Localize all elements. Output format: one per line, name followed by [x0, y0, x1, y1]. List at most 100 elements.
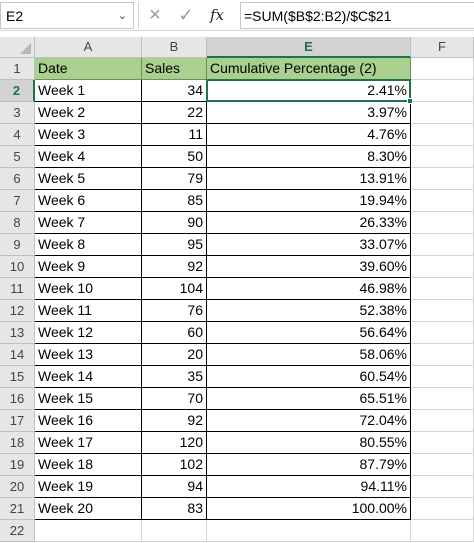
cumulative-percentage-cell[interactable]: 87.79%	[207, 454, 411, 476]
column-header-f[interactable]: F	[411, 37, 474, 58]
cell[interactable]	[411, 410, 474, 432]
cell[interactable]	[411, 454, 474, 476]
cell[interactable]	[411, 102, 474, 124]
cell[interactable]	[411, 256, 474, 278]
row-header-5[interactable]: 5	[0, 146, 35, 168]
date-cell[interactable]: Week 16	[35, 410, 142, 432]
sales-cell[interactable]: 85	[142, 190, 207, 212]
date-cell[interactable]: Week 2	[35, 102, 142, 124]
date-cell[interactable]: Week 1	[35, 80, 142, 102]
cumulative-percentage-cell[interactable]: 94.11%	[207, 476, 411, 498]
date-cell[interactable]: Week 12	[35, 322, 142, 344]
sales-cell[interactable]: 76	[142, 300, 207, 322]
cell[interactable]	[411, 520, 474, 542]
fill-handle[interactable]	[407, 98, 413, 104]
cell[interactable]	[411, 234, 474, 256]
cell[interactable]	[207, 520, 411, 542]
cumulative-percentage-cell[interactable]: 58.06%	[207, 344, 411, 366]
cumulative-percentage-cell[interactable]: 3.97%	[207, 102, 411, 124]
column-header-b[interactable]: B	[142, 37, 207, 58]
sales-cell[interactable]: 60	[142, 322, 207, 344]
date-cell[interactable]: Week 18	[35, 454, 142, 476]
sales-cell[interactable]: 120	[142, 432, 207, 454]
cumulative-percentage-cell[interactable]: 13.91%	[207, 168, 411, 190]
cumulative-percentage-cell[interactable]: 65.51%	[207, 388, 411, 410]
cumulative-percentage-cell[interactable]: 39.60%	[207, 256, 411, 278]
date-cell[interactable]: Week 5	[35, 168, 142, 190]
cell[interactable]	[411, 212, 474, 234]
row-header-20[interactable]: 20	[0, 476, 35, 498]
chevron-down-icon[interactable]: ⌄	[117, 10, 127, 22]
cumulative-percentage-cell[interactable]: 56.64%	[207, 322, 411, 344]
cell[interactable]	[411, 498, 474, 520]
sales-cell[interactable]: 104	[142, 278, 207, 300]
column-header-e[interactable]: E	[207, 37, 411, 58]
cell[interactable]	[411, 388, 474, 410]
row-header-19[interactable]: 19	[0, 454, 35, 476]
sales-cell[interactable]: 83	[142, 498, 207, 520]
confirm-icon[interactable]: ✓	[178, 5, 194, 25]
sales-cell[interactable]: 22	[142, 102, 207, 124]
sales-cell[interactable]: 70	[142, 388, 207, 410]
cell[interactable]	[411, 322, 474, 344]
cumulative-percentage-cell[interactable]: 19.94%	[207, 190, 411, 212]
column-header-a[interactable]: A	[35, 37, 142, 58]
cell[interactable]	[411, 300, 474, 322]
row-header-10[interactable]: 10	[0, 256, 35, 278]
formula-input[interactable]: =SUM($B$2:B2)/$C$21	[240, 2, 474, 29]
date-cell[interactable]: Week 14	[35, 366, 142, 388]
cumulative-percentage-cell[interactable]: 46.98%	[207, 278, 411, 300]
table-header-cell[interactable]: Sales	[142, 58, 207, 80]
row-header-7[interactable]: 7	[0, 190, 35, 212]
row-header-22[interactable]: 22	[0, 520, 35, 542]
cell[interactable]	[411, 344, 474, 366]
cell[interactable]	[411, 432, 474, 454]
sales-cell[interactable]: 102	[142, 454, 207, 476]
row-header-9[interactable]: 9	[0, 234, 35, 256]
date-cell[interactable]: Week 8	[35, 234, 142, 256]
cell[interactable]	[142, 520, 207, 542]
cumulative-percentage-cell[interactable]: 72.04%	[207, 410, 411, 432]
date-cell[interactable]: Week 10	[35, 278, 142, 300]
date-cell[interactable]: Week 19	[35, 476, 142, 498]
row-header-3[interactable]: 3	[0, 102, 35, 124]
date-cell[interactable]: Week 11	[35, 300, 142, 322]
cumulative-percentage-cell[interactable]: 100.00%	[207, 498, 411, 520]
date-cell[interactable]: Week 17	[35, 432, 142, 454]
date-cell[interactable]: Week 20	[35, 498, 142, 520]
cumulative-percentage-cell[interactable]: 52.38%	[207, 300, 411, 322]
sales-cell[interactable]: 34	[142, 80, 207, 102]
row-header-14[interactable]: 14	[0, 344, 35, 366]
cell[interactable]	[411, 190, 474, 212]
date-cell[interactable]: Week 6	[35, 190, 142, 212]
row-header-21[interactable]: 21	[0, 498, 35, 520]
sales-cell[interactable]: 95	[142, 234, 207, 256]
row-header-15[interactable]: 15	[0, 366, 35, 388]
cell[interactable]	[411, 124, 474, 146]
cumulative-percentage-cell[interactable]: 33.07%	[207, 234, 411, 256]
cumulative-percentage-cell[interactable]: 8.30%	[207, 146, 411, 168]
table-header-cell[interactable]: Cumulative Percentage (2)	[207, 58, 411, 80]
sales-cell[interactable]: 90	[142, 212, 207, 234]
cumulative-percentage-cell[interactable]: 60.54%	[207, 366, 411, 388]
cell[interactable]	[411, 366, 474, 388]
sales-cell[interactable]: 50	[142, 146, 207, 168]
cell[interactable]	[411, 58, 474, 80]
cancel-icon[interactable]: ×	[149, 4, 161, 26]
cell[interactable]	[35, 520, 142, 542]
cell[interactable]	[411, 168, 474, 190]
sales-cell[interactable]: 35	[142, 366, 207, 388]
cumulative-percentage-cell[interactable]: 80.55%	[207, 432, 411, 454]
insert-function-icon[interactable]: fx	[209, 6, 224, 24]
cumulative-percentage-cell[interactable]: 4.76%	[207, 124, 411, 146]
date-cell[interactable]: Week 15	[35, 388, 142, 410]
cell[interactable]	[411, 278, 474, 300]
sales-cell[interactable]: 79	[142, 168, 207, 190]
table-header-cell[interactable]: Date	[35, 58, 142, 80]
row-header-6[interactable]: 6	[0, 168, 35, 190]
row-header-8[interactable]: 8	[0, 212, 35, 234]
row-header-11[interactable]: 11	[0, 278, 35, 300]
sales-cell[interactable]: 94	[142, 476, 207, 498]
date-cell[interactable]: Week 4	[35, 146, 142, 168]
row-header-18[interactable]: 18	[0, 432, 35, 454]
